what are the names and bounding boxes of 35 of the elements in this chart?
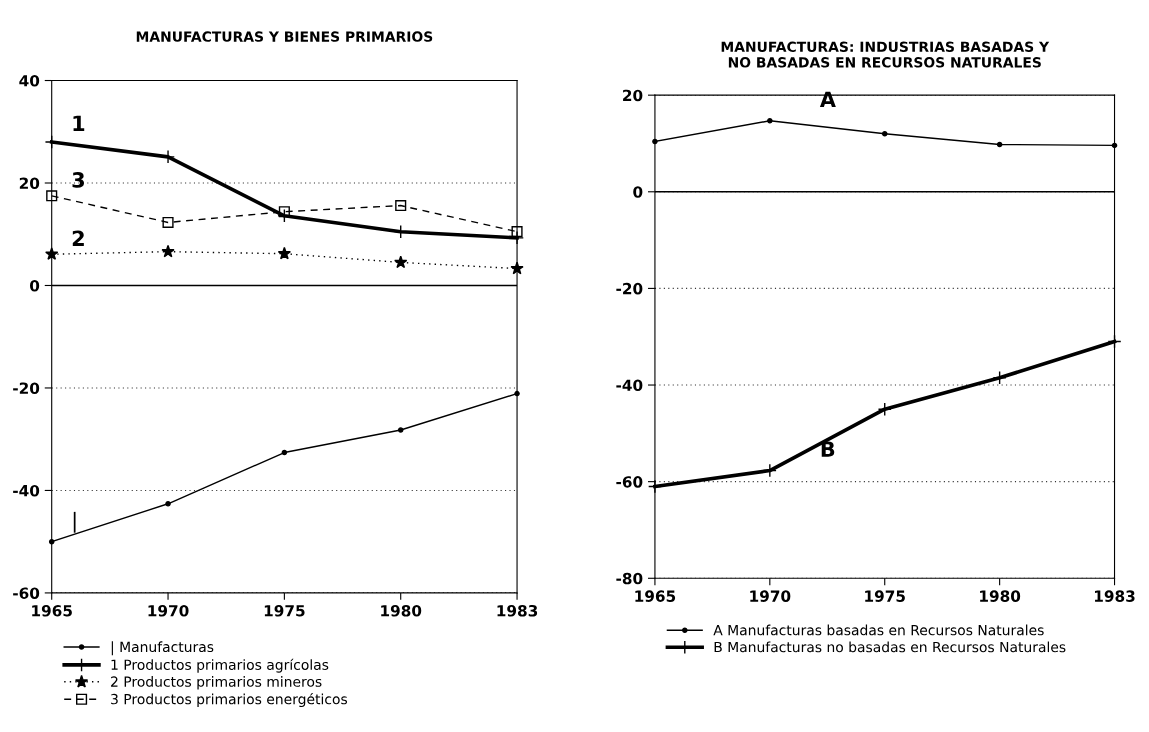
annotation: A bbox=[819, 91, 836, 107]
legend-label: | Manufacturas bbox=[111, 641, 214, 656]
annotation: | bbox=[73, 511, 76, 533]
y-tick-label: -40 bbox=[13, 484, 40, 497]
x-tick-label: 1983 bbox=[1094, 590, 1135, 602]
annotation: 1 bbox=[73, 115, 85, 131]
chart-title: MANUFACTURAS Y BIENES PRIMARIOS bbox=[136, 31, 433, 42]
legend-label: A Manufacturas basadas en Recursos Naturales bbox=[713, 624, 1044, 636]
y-tick-label: 20 bbox=[19, 177, 40, 190]
chart-title: MANUFACTURAS: INDUSTRIAS BASADAS Y NO BASADAS EN RECURSOS NATURALES bbox=[721, 41, 1050, 68]
y-tick-label: -60 bbox=[616, 476, 643, 488]
legend-label: B Manufacturas no basadas en Recursos Naturales bbox=[714, 641, 1066, 653]
y-tick-label: -40 bbox=[616, 379, 643, 392]
y-tick-label: 40 bbox=[19, 74, 40, 87]
x-tick-label: 1965 bbox=[32, 605, 72, 617]
y-tick-label: 20 bbox=[623, 89, 643, 102]
x-tick-label: 1983 bbox=[497, 605, 538, 617]
y-tick-label: -60 bbox=[13, 587, 40, 599]
x-tick-label: 1970 bbox=[148, 605, 189, 617]
x-tick-label: 1965 bbox=[635, 590, 676, 602]
annotation: 3 bbox=[72, 172, 84, 188]
y-tick-label: -20 bbox=[13, 382, 40, 394]
annotation: 2 bbox=[72, 230, 84, 246]
x-tick-label: 1970 bbox=[750, 590, 791, 602]
legend-label: 3 Productos primarios energéticos bbox=[111, 693, 348, 708]
x-tick-label: 1975 bbox=[264, 605, 305, 617]
y-tick-label: 0 bbox=[30, 279, 40, 292]
x-tick-label: 1975 bbox=[865, 590, 905, 602]
x-tick-label: 1980 bbox=[381, 605, 422, 617]
y-tick-label: 0 bbox=[633, 186, 643, 198]
y-tick-label: -80 bbox=[616, 572, 643, 585]
legend-label: 1 Productos primarios agrícolas bbox=[111, 658, 329, 673]
y-tick-label: -20 bbox=[616, 282, 643, 295]
legend-label: 2 Productos primarios mineros bbox=[111, 676, 322, 690]
x-tick-label: 1980 bbox=[980, 590, 1021, 602]
